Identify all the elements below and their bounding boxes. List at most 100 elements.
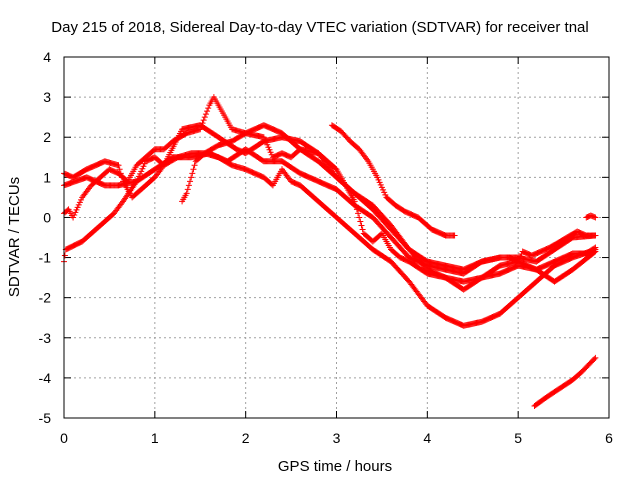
chart-title: Day 215 of 2018, Sidereal Day-to-day VTE…: [51, 19, 588, 36]
x-tick-label: 5: [514, 430, 522, 446]
data-point-plus: [353, 206, 360, 213]
data-point-plus: [592, 246, 599, 253]
data-point-plus: [116, 166, 123, 173]
data-point-plus: [265, 144, 272, 151]
data-point-plus: [185, 182, 192, 189]
data-point-plus: [380, 186, 387, 193]
series-track-7: [506, 228, 599, 265]
data-point-plus: [591, 356, 598, 363]
x-tick-label: 2: [242, 430, 250, 446]
y-axis-label: SDTVAR / TECUs: [6, 177, 23, 297]
data-point-plus: [358, 222, 365, 229]
y-tick-label: -5: [39, 410, 52, 426]
data-point-plus: [191, 162, 198, 169]
series-track-9: [531, 354, 599, 409]
y-tick-label: 1: [43, 169, 51, 185]
data-point-plus: [359, 226, 366, 233]
data-point-plus: [382, 191, 389, 198]
data-point-plus: [137, 170, 144, 177]
data-point-plus: [266, 146, 273, 153]
x-tick-label: 3: [333, 430, 341, 446]
data-point-plus: [351, 198, 358, 205]
data-point-plus: [135, 173, 142, 180]
data-point-plus: [517, 253, 524, 260]
data-point-plus: [138, 168, 145, 175]
series-track-6: [328, 122, 458, 239]
series-track-5: [179, 122, 503, 273]
data-point-plus: [202, 111, 209, 118]
plot-frame: [63, 56, 610, 419]
data-point-plus: [381, 189, 388, 196]
y-tick-label: 2: [43, 129, 51, 145]
data-point-plus: [140, 163, 147, 170]
data-point-plus: [451, 232, 458, 239]
data-point-plus: [183, 190, 190, 197]
data-point-plus: [70, 214, 77, 221]
y-tick-label: 0: [43, 209, 51, 225]
data-point-plus: [189, 170, 196, 177]
data-point-plus: [199, 120, 206, 127]
data-point-plus: [71, 211, 78, 218]
data-point-plus: [75, 201, 82, 208]
data-point-plus: [374, 174, 381, 181]
series-layer: [61, 94, 599, 409]
data-point-plus: [141, 160, 148, 167]
data-point-plus: [205, 105, 212, 112]
y-tick-label: -2: [39, 290, 52, 306]
data-point-plus: [190, 166, 197, 173]
data-point-plus: [357, 218, 364, 225]
x-axis-label: GPS time / hours: [278, 458, 392, 475]
data-point-plus: [197, 126, 204, 133]
data-point-plus: [76, 199, 83, 206]
x-tick-label: 0: [60, 430, 68, 446]
y-tick-label: 3: [43, 89, 51, 105]
series-track-4: [61, 150, 599, 329]
data-point-plus: [497, 254, 503, 261]
x-tick-label: 1: [151, 430, 159, 446]
data-point-plus: [592, 354, 599, 361]
y-tick-label: -1: [39, 250, 52, 266]
data-point-plus: [201, 114, 208, 121]
data-point-plus: [61, 252, 68, 259]
data-point-plus: [375, 176, 382, 183]
data-point-plus: [74, 204, 81, 211]
data-point-plus: [133, 178, 140, 185]
data-point-plus: [139, 165, 146, 172]
data-point-plus: [263, 139, 270, 146]
data-point-plus: [515, 258, 522, 265]
data-point-plus: [198, 123, 205, 130]
data-point-plus: [377, 181, 384, 188]
data-point-plus: [267, 149, 274, 156]
data-point-plus: [355, 210, 362, 217]
data-point-plus: [356, 214, 363, 221]
data-point-plus: [352, 202, 359, 209]
data-point-plus: [134, 175, 141, 182]
x-tick-label: 6: [605, 430, 613, 446]
data-point-plus: [378, 184, 385, 191]
data-point-plus: [516, 256, 523, 263]
y-tick-label: -3: [39, 330, 52, 346]
data-point-plus: [187, 178, 194, 185]
data-point-plus: [73, 206, 80, 213]
data-point-plus: [184, 186, 191, 193]
data-point-plus: [376, 179, 383, 186]
data-point-plus: [591, 213, 598, 220]
data-point-plus: [592, 214, 599, 221]
data-point-plus: [200, 117, 207, 124]
x-tick-label: 4: [423, 430, 431, 446]
data-point-plus: [592, 232, 599, 239]
data-point-plus: [78, 196, 85, 203]
series-track-8: [583, 212, 599, 221]
data-point-plus: [188, 174, 195, 181]
data-point-plus: [260, 134, 267, 141]
data-point-plus: [261, 136, 268, 143]
y-tick-label: 4: [43, 49, 51, 65]
data-point-plus: [72, 209, 79, 216]
y-tick-label: -4: [39, 370, 52, 386]
data-point-plus: [115, 162, 122, 169]
data-point-plus: [204, 108, 211, 115]
data-point-plus: [264, 141, 271, 148]
